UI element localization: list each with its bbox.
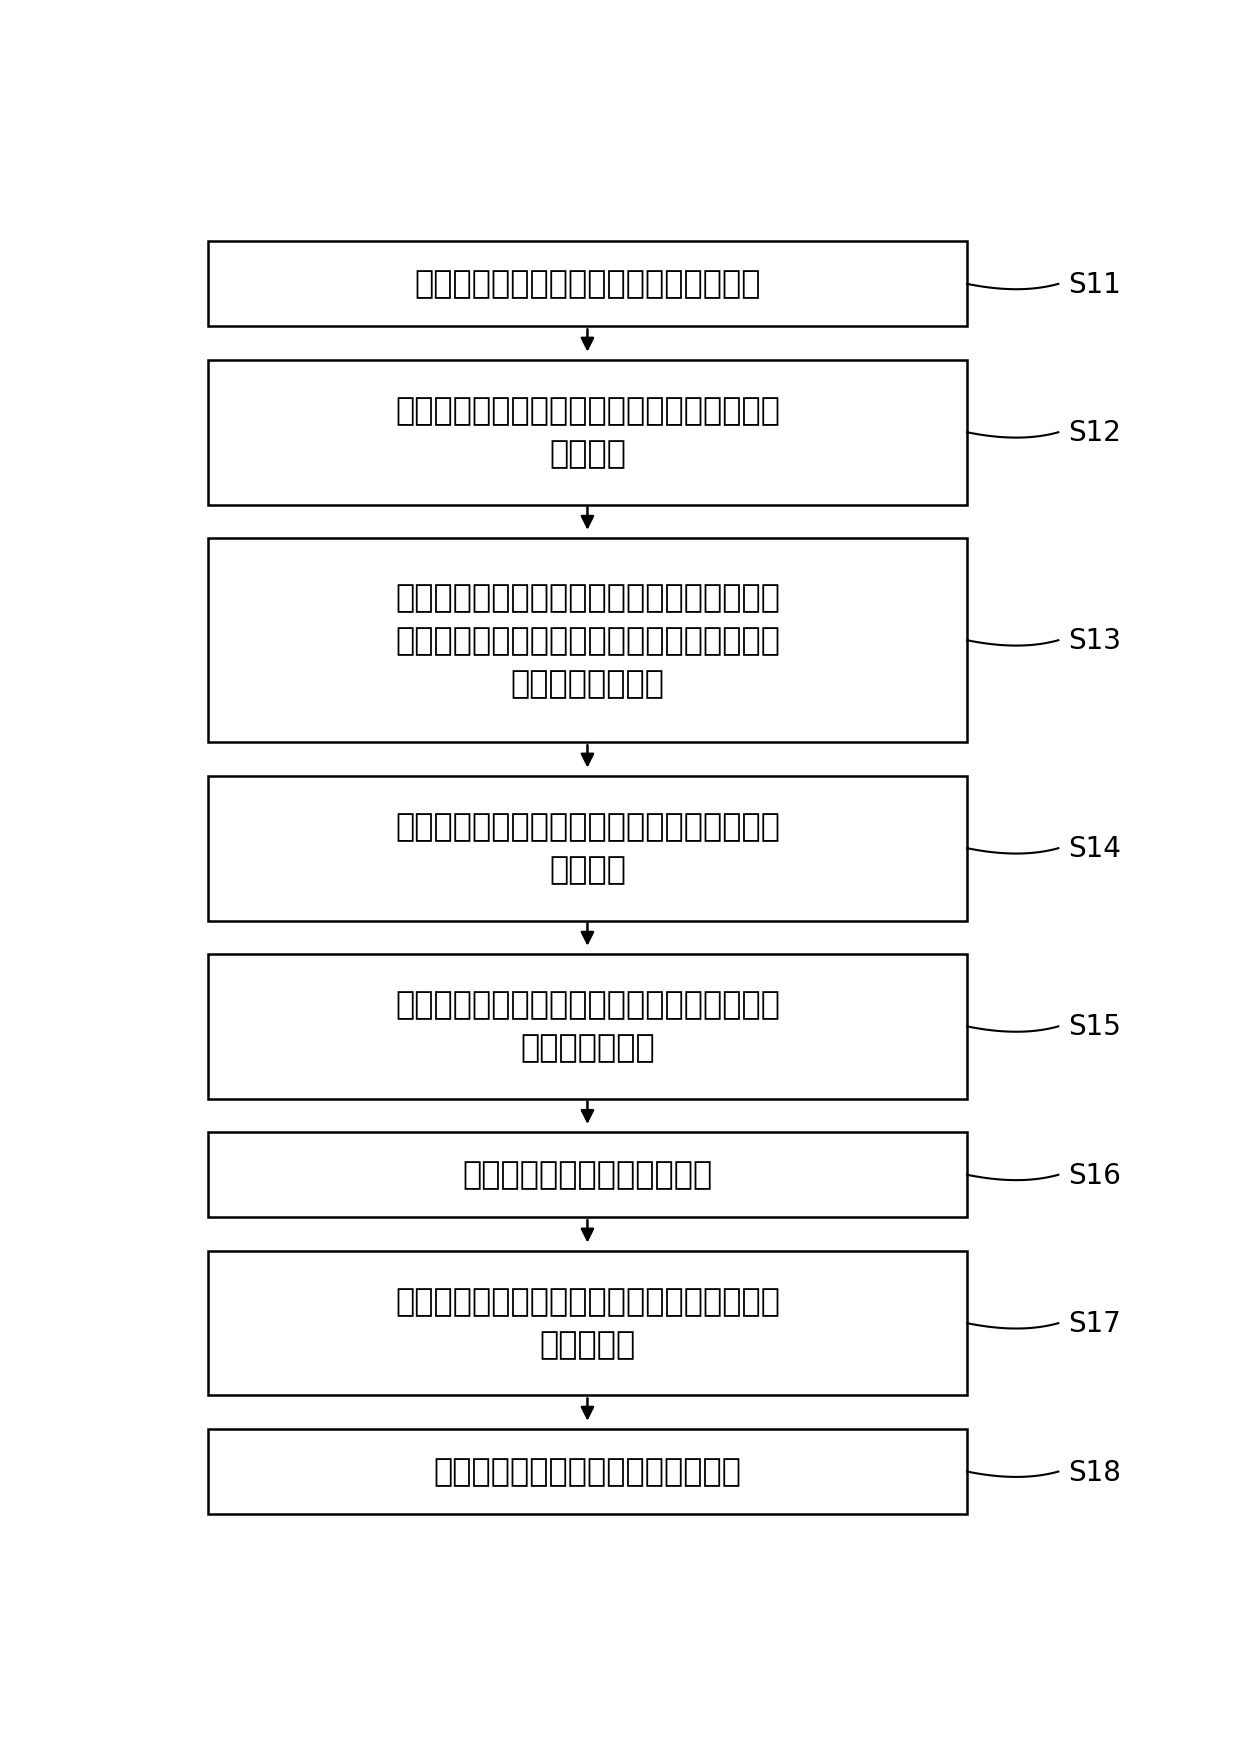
Text: S11: S11 [1068, 271, 1121, 299]
Text: S17: S17 [1068, 1309, 1121, 1337]
Bar [208, 242, 967, 327]
Text: 提供衬底，在所述衬底上沉积厚氧化硅层: 提供衬底，在所述衬底上沉积厚氧化硅层 [414, 270, 760, 301]
Text: S18: S18 [1068, 1457, 1121, 1485]
Bar [208, 1132, 967, 1217]
Bar [208, 955, 967, 1099]
Bar [208, 539, 967, 743]
Text: S13: S13 [1068, 626, 1121, 656]
Text: S14: S14 [1068, 835, 1121, 863]
Bar [208, 1250, 967, 1396]
Text: S15: S15 [1068, 1012, 1121, 1040]
Text: 刻蚀所述第一氮化硅层、所述第一氧化硅层和
厚氧化硅层形成浅沟槽隔离结构，剩余的厚氧
化硅层形成有源区: 刻蚀所述第一氮化硅层、所述第一氧化硅层和 厚氧化硅层形成浅沟槽隔离结构，剩余的厚… [396, 583, 780, 699]
Bar [208, 1429, 967, 1515]
Bar [208, 360, 967, 506]
Text: 在所述栅极结构两侧形成侧墙: 在所述栅极结构两侧形成侧墙 [463, 1160, 713, 1191]
Text: 在所述厚氧化硅层上形成第一氧化硅层和第一
氮化硅层: 在所述厚氧化硅层上形成第一氧化硅层和第一 氮化硅层 [396, 396, 780, 470]
Bar [208, 776, 967, 922]
Text: 形成连接所述难熔硅化物层的接触孔: 形成连接所述难熔硅化物层的接触孔 [434, 1456, 742, 1487]
Text: 在所述浅沟槽隔离结构和所述第一氧化物层表
面形成栅极结构: 在所述浅沟槽隔离结构和所述第一氧化物层表 面形成栅极结构 [396, 989, 780, 1064]
Text: S16: S16 [1068, 1162, 1121, 1189]
Text: S12: S12 [1068, 419, 1121, 447]
Text: 刻蚀所述有源区区域的第一氮化硅层露出第一
氧化物层: 刻蚀所述有源区区域的第一氮化硅层露出第一 氧化物层 [396, 812, 780, 885]
Text: 在所述栅极结构上依次形成难熔硅化物层和第
二氮化硅层: 在所述栅极结构上依次形成难熔硅化物层和第 二氮化硅层 [396, 1287, 780, 1360]
